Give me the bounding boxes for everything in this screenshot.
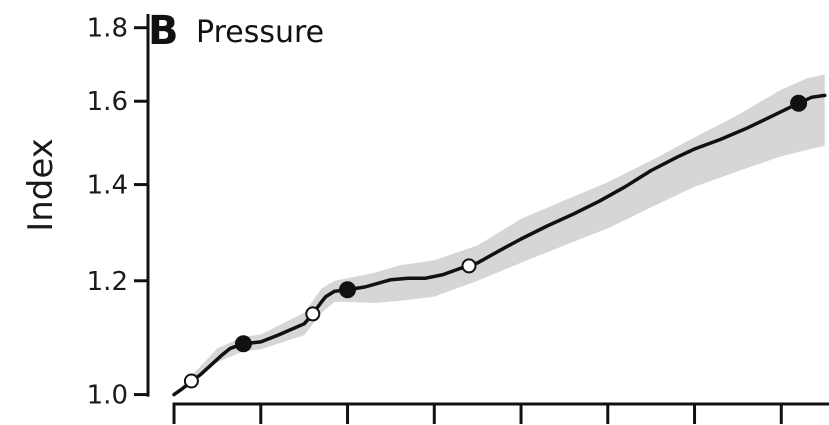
open-marker — [305, 306, 321, 322]
filled-marker — [339, 281, 356, 299]
y-axis-title: Index — [21, 138, 61, 232]
panel-label: B — [148, 8, 179, 54]
y-tick-label: 1.2 — [87, 267, 128, 297]
open-marker — [183, 373, 199, 389]
y-tick-label: 1.8 — [87, 14, 128, 44]
filled-marker — [234, 335, 252, 353]
confidence-band — [174, 74, 825, 395]
index-line — [172, 93, 827, 397]
filled-marker — [790, 94, 808, 112]
y-tick-label: 1.0 — [87, 381, 128, 411]
series-line — [172, 93, 827, 397]
chart-title: Pressure — [196, 15, 324, 50]
y-tick-label: 1.6 — [87, 87, 128, 117]
open-marker — [461, 258, 477, 274]
data-markers — [183, 94, 808, 389]
axes: 1.0 1.2 1.4 1.6 1.8 — [87, 14, 829, 424]
y-tick-label: 1.4 — [87, 171, 128, 201]
uncertainty-band — [174, 74, 825, 395]
